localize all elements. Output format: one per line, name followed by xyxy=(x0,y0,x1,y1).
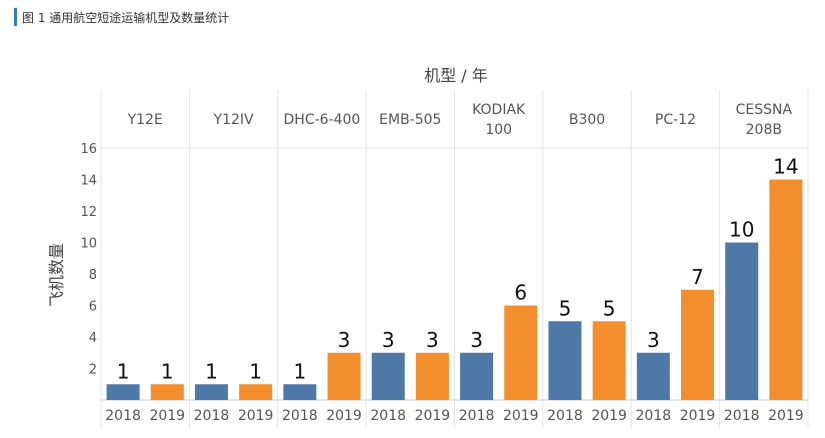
data-label: 3 xyxy=(382,328,395,352)
bar-2018 xyxy=(725,242,759,400)
x-tick-label: 2018 xyxy=(194,408,230,424)
x-tick-label: 2018 xyxy=(370,408,406,424)
x-tick-label: 2018 xyxy=(547,408,583,424)
data-label: 6 xyxy=(514,281,527,305)
bars xyxy=(106,179,803,400)
category-label: DHC-6-400 xyxy=(284,112,361,128)
y-tick-label: 14 xyxy=(80,174,97,189)
bar-2019 xyxy=(592,321,626,400)
bar-2019 xyxy=(415,352,449,400)
data-labels: 1 1 1 1 1 3 3 3 3 6 5 5 3 7 10 14 xyxy=(117,155,799,384)
category-label: Y12IV xyxy=(213,112,254,128)
x-tick-label: 2018 xyxy=(459,408,495,424)
y-tick-label: 8 xyxy=(89,268,97,283)
bar-2019 xyxy=(239,384,273,400)
data-label: 1 xyxy=(117,359,130,383)
data-label: 1 xyxy=(161,359,174,383)
bar-2018 xyxy=(636,352,670,400)
data-label: 1 xyxy=(293,359,306,383)
bar-2019 xyxy=(681,289,715,400)
data-label: 1 xyxy=(205,359,218,383)
data-label: 5 xyxy=(559,296,572,320)
x-axis-ticks: 2018 2019 2018 2019 2018 2019 2018 2019 2018 2019… xyxy=(105,408,803,424)
x-tick-label: 2019 xyxy=(415,408,451,424)
x-tick-label: 2019 xyxy=(680,408,716,424)
x-tick-label: 2019 xyxy=(591,408,627,424)
bar-2018 xyxy=(460,352,494,400)
data-label: 3 xyxy=(470,328,483,352)
x-tick-label: 2019 xyxy=(238,408,274,424)
bar-2018 xyxy=(371,352,405,400)
category-label: Y12E xyxy=(127,112,163,128)
bar-2019 xyxy=(327,352,361,400)
y-tick-label: 16 xyxy=(80,142,97,157)
x-tick-label: 2018 xyxy=(282,408,318,424)
bar-2019 xyxy=(150,384,184,400)
bar-2018 xyxy=(548,321,582,400)
data-label: 7 xyxy=(691,265,704,289)
column-header: 机型 / 年 xyxy=(424,66,488,85)
bar-2018 xyxy=(106,384,140,400)
y-tick-label: 12 xyxy=(80,205,97,220)
data-label: 3 xyxy=(338,328,351,352)
data-label: 14 xyxy=(773,155,798,179)
x-tick-label: 2018 xyxy=(105,408,141,424)
y-tick-label: 4 xyxy=(89,331,97,346)
bar-2018 xyxy=(194,384,228,400)
bar-2018 xyxy=(283,384,317,400)
x-tick-label: 2019 xyxy=(149,408,185,424)
y-axis-ticks: 2 4 6 8 10 12 14 16 xyxy=(80,142,97,378)
category-label: CESSNA 208B xyxy=(736,102,793,138)
data-label: 3 xyxy=(647,328,660,352)
data-label: 10 xyxy=(729,218,754,242)
figure-caption: 图 1 通用航空短途运输机型及数量统计 xyxy=(14,8,229,26)
category-label: EMB-505 xyxy=(379,112,441,128)
y-axis-label: 飞机数量 xyxy=(47,243,66,307)
category-label: B300 xyxy=(569,112,605,128)
data-label: 1 xyxy=(249,359,262,383)
x-tick-label: 2019 xyxy=(503,408,539,424)
x-tick-label: 2019 xyxy=(768,408,804,424)
x-tick-label: 2018 xyxy=(724,408,760,424)
data-label: 3 xyxy=(426,328,439,352)
category-label: PC-12 xyxy=(655,112,696,128)
bar-2019 xyxy=(769,179,803,400)
bar-2019 xyxy=(504,305,538,400)
category-label: KODIAK 100 xyxy=(472,102,526,138)
x-tick-label: 2018 xyxy=(636,408,672,424)
category-labels: Y12E Y12IV DHC-6-400 EMB-505 KODIAK 100 B300 PC… xyxy=(127,102,793,138)
x-tick-label: 2019 xyxy=(326,408,362,424)
data-label: 5 xyxy=(603,296,616,320)
y-tick-label: 10 xyxy=(80,237,97,252)
y-tick-label: 2 xyxy=(89,363,97,378)
y-tick-label: 6 xyxy=(89,300,97,315)
